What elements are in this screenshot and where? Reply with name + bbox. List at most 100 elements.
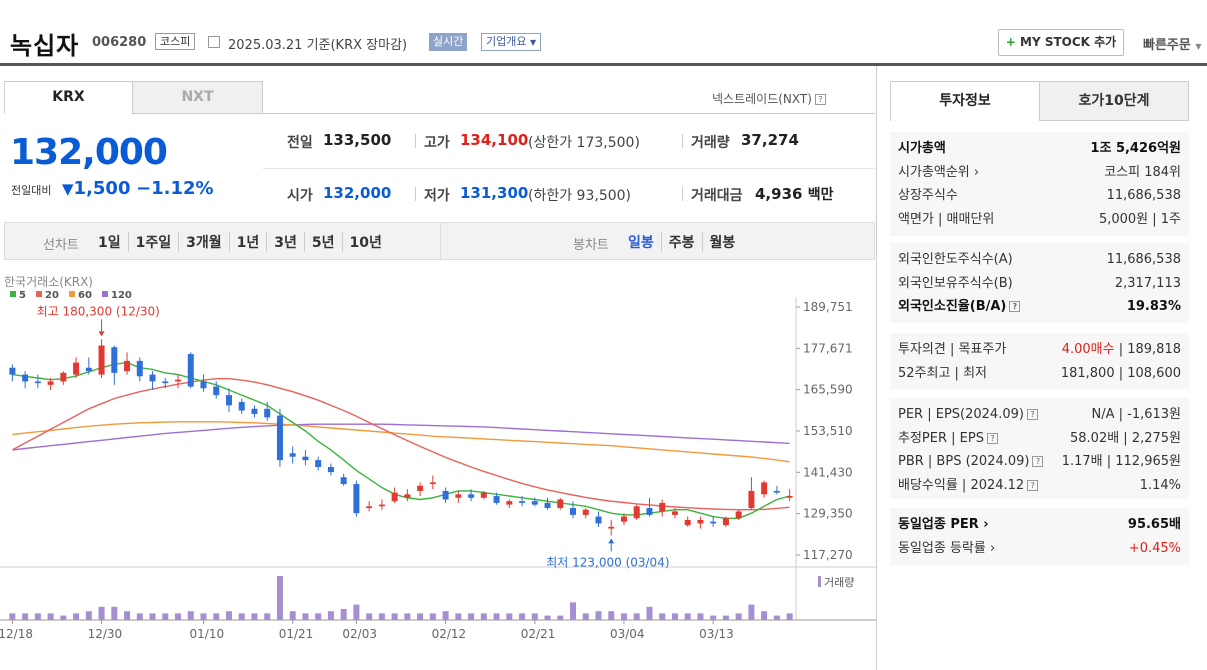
- help-icon[interactable]: ?: [1009, 301, 1021, 312]
- volume-bar: [366, 613, 373, 620]
- candle-body: [608, 526, 615, 529]
- volume-bar: [238, 613, 245, 620]
- low-annotation: 최저 123,000 (03/04): [546, 555, 669, 569]
- volume-bar: [455, 613, 462, 620]
- company-overview-label: 기업개요: [486, 35, 527, 48]
- invest-row: 액면가 | 매매단위 5,000원 | 1주: [898, 209, 1181, 231]
- invest-row-value: 181,800 | 108,600: [1060, 365, 1181, 381]
- invest-section-2: 외국인한도주식수(A) 11,686,538 외국인보유주식수(B) 2,317,11…: [890, 243, 1189, 323]
- legend-swatch: [36, 291, 42, 297]
- candle-body: [391, 492, 398, 502]
- help-icon[interactable]: ?: [1027, 479, 1039, 491]
- help-icon[interactable]: ?: [986, 432, 998, 444]
- period-3y[interactable]: 3년: [267, 232, 305, 252]
- invest-row: PER | EPS(2024.09)? N/A | -1,613원: [898, 404, 1181, 426]
- volume-bar: [327, 611, 334, 620]
- x-tick-label: 02/03: [342, 627, 377, 641]
- period-1y[interactable]: 1년: [230, 232, 268, 252]
- volume-bar: [417, 613, 424, 620]
- candle-body: [302, 456, 309, 461]
- period-3m[interactable]: 3개월: [179, 232, 230, 252]
- tab-orderbook[interactable]: 호가10단계: [1039, 81, 1189, 121]
- candle-body: [85, 367, 92, 372]
- y-tick-label: 177,671: [803, 341, 853, 355]
- candle-weekly[interactable]: 주봉: [662, 232, 703, 252]
- tab-nxt[interactable]: NXT: [132, 81, 263, 114]
- help-icon[interactable]: ?: [1032, 456, 1044, 467]
- candle-body: [710, 521, 717, 524]
- invest-row-label: 외국인보유주식수(B): [898, 275, 1013, 291]
- plus-icon: +: [1005, 35, 1016, 49]
- amount-unit: 백만: [807, 187, 834, 203]
- chevron-down-icon: ▼: [1195, 42, 1202, 51]
- candle-body: [111, 347, 118, 373]
- y-tick-label: 141,430: [803, 465, 853, 479]
- volume-bar: [429, 613, 436, 620]
- invest-row-label: 시가총액: [898, 141, 946, 156]
- nextrade-link[interactable]: 넥스트레이드(NXT)?: [712, 90, 826, 107]
- line-period-list: 1일 1주일 3개월 1년 3년 5년 10년: [98, 232, 389, 252]
- volume-bar: [315, 613, 322, 620]
- x-tick-label: 03/13: [699, 627, 734, 641]
- volume-bar: [302, 613, 309, 620]
- volume-bar: [480, 613, 487, 620]
- header-divider: [0, 63, 1207, 66]
- candle-body: [468, 494, 475, 498]
- invest-row-label: 추정PER | EPS?: [898, 428, 998, 450]
- volume-bar: [264, 613, 271, 620]
- volume-bar: [671, 613, 678, 620]
- stock-code: 006280: [92, 35, 147, 50]
- legend-swatch: [69, 291, 75, 297]
- period-10y[interactable]: 10년: [349, 235, 382, 251]
- y-tick-label: 153,510: [803, 424, 853, 438]
- help-icon[interactable]: ?: [1026, 409, 1038, 420]
- my-stock-add-label: MY STOCK 추가: [1020, 35, 1117, 49]
- candle-body: [659, 502, 666, 512]
- volume-bar: [710, 615, 717, 620]
- invest-row: 외국인소진율(B/A)? 19.83%: [898, 296, 1181, 318]
- my-stock-add-button[interactable]: + MY STOCK 추가: [998, 29, 1124, 56]
- volume-bar: [722, 615, 729, 620]
- candle-body: [47, 381, 54, 385]
- candle-chart-label: 봉차트: [573, 238, 609, 253]
- invest-row: 52주최고 | 최저 181,800 | 108,600: [898, 363, 1181, 385]
- candle-body: [124, 360, 131, 372]
- help-icon[interactable]: ?: [814, 94, 826, 105]
- company-overview-dropdown[interactable]: 기업개요 ▼: [481, 33, 542, 51]
- y-tick-label: 189,751: [803, 300, 853, 314]
- candle-body: [735, 511, 742, 519]
- separator: [415, 134, 416, 148]
- period-1w[interactable]: 1주일: [129, 232, 180, 252]
- candle-body: [773, 490, 780, 493]
- diff-percent: −1.12%: [136, 178, 214, 199]
- period-1d[interactable]: 1일: [98, 232, 129, 252]
- tab-invest-info[interactable]: 투자정보: [890, 81, 1040, 121]
- candle-body: [22, 374, 29, 382]
- candle-body: [34, 381, 41, 384]
- candle-body: [149, 374, 156, 382]
- tab-krx[interactable]: KRX: [4, 81, 133, 114]
- realtime-button[interactable]: 실시간: [429, 33, 468, 51]
- separator: [682, 187, 683, 201]
- period-5y[interactable]: 5년: [305, 232, 343, 252]
- stock-chart[interactable]: 한국거래소(KRX)5 20 60 120 189,751 177,671 165,590 1…: [0, 262, 876, 670]
- tab-underline: [263, 113, 875, 114]
- volume-bar: [162, 613, 169, 620]
- invest-row-value: 1.14%: [1139, 477, 1181, 493]
- candle-body: [175, 379, 182, 382]
- invest-row-label: 시가총액순위 ›: [898, 164, 980, 180]
- candle-monthly[interactable]: 월봉: [709, 235, 736, 251]
- market-badge: 코스피: [155, 33, 196, 50]
- invest-row: 배당수익률 | 2024.12? 1.14%: [898, 475, 1181, 497]
- invest-row-label: 52주최고 | 최저: [898, 365, 987, 381]
- candle-daily[interactable]: 일봉: [628, 232, 662, 252]
- volume-bar: [659, 613, 666, 620]
- volume-bar: [531, 613, 538, 620]
- period-bar: [4, 222, 875, 260]
- quick-order-dropdown[interactable]: 빠른주문 ▼: [1143, 34, 1202, 53]
- nextrade-label: 넥스트레이드(NXT): [712, 92, 812, 106]
- x-tick-label: 02/21: [521, 627, 556, 641]
- volume-legend-swatch: [818, 576, 821, 587]
- company-name: 녹십자: [10, 32, 80, 60]
- low-value: 131,300: [460, 184, 529, 202]
